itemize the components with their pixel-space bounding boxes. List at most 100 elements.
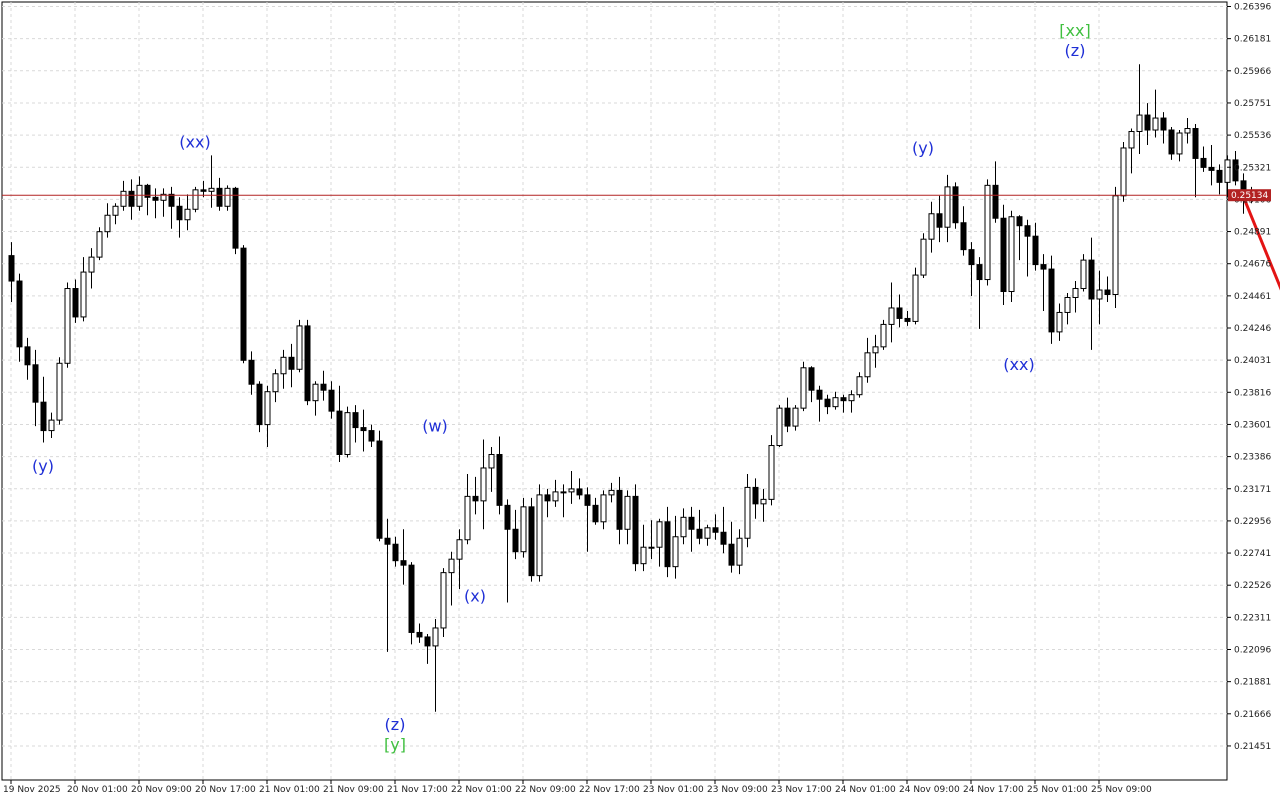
candle bbox=[440, 568, 447, 637]
candle-body-bear bbox=[8, 255, 15, 282]
candle bbox=[24, 337, 31, 380]
candle bbox=[904, 310, 911, 326]
candle-body-bull bbox=[440, 572, 447, 629]
candle bbox=[328, 381, 335, 419]
x-tick-label: 22 Nov 09:00 bbox=[515, 785, 576, 795]
candle bbox=[1128, 128, 1135, 174]
candle-body-bear bbox=[176, 205, 183, 221]
candle-body-bear bbox=[40, 401, 47, 432]
candle-body-bull bbox=[1224, 159, 1231, 183]
candle bbox=[208, 155, 215, 208]
candle bbox=[232, 186, 239, 255]
candle bbox=[608, 482, 615, 503]
candle-body-bear bbox=[240, 247, 247, 361]
wave-label: (y) bbox=[32, 457, 54, 476]
candle-body-bull bbox=[800, 367, 807, 409]
wave-label: (xx) bbox=[1003, 355, 1034, 374]
x-tick-label: 21 Nov 01:00 bbox=[259, 785, 320, 795]
candle bbox=[200, 180, 207, 198]
x-tick-label: 24 Nov 01:00 bbox=[835, 785, 896, 795]
candle bbox=[1048, 255, 1055, 344]
candle bbox=[248, 351, 255, 395]
candle bbox=[352, 405, 359, 443]
candle bbox=[520, 497, 527, 558]
candle-body-bear bbox=[696, 528, 703, 539]
candle bbox=[560, 484, 567, 518]
candle-body-bear bbox=[976, 264, 983, 281]
candle-body-bull bbox=[1184, 128, 1191, 134]
candle bbox=[1040, 254, 1047, 311]
candle-body-bear bbox=[1088, 259, 1095, 300]
candle-body-bear bbox=[1040, 264, 1047, 270]
y-tick-label: 0.24246 bbox=[1234, 324, 1271, 334]
candle bbox=[496, 436, 503, 515]
candle bbox=[1072, 281, 1079, 313]
candle bbox=[584, 487, 591, 552]
candle bbox=[448, 551, 455, 606]
candle bbox=[504, 499, 511, 603]
x-tick-label: 23 Nov 17:00 bbox=[771, 785, 832, 795]
candle bbox=[1080, 254, 1087, 292]
candle-body-bear bbox=[584, 494, 591, 506]
candle-body-bear bbox=[544, 494, 551, 502]
candle bbox=[768, 435, 775, 506]
x-tick-label: 22 Nov 17:00 bbox=[579, 785, 640, 795]
candle bbox=[712, 514, 719, 540]
candle bbox=[184, 194, 191, 231]
candle bbox=[912, 267, 919, 325]
candle-body-bull bbox=[48, 419, 55, 432]
candle-body-bull bbox=[1152, 117, 1159, 131]
candle-body-bull bbox=[864, 352, 871, 378]
candle bbox=[1112, 186, 1119, 308]
candle bbox=[64, 282, 71, 368]
candle bbox=[744, 473, 751, 548]
candle bbox=[1056, 303, 1063, 341]
candle-body-bear bbox=[144, 184, 151, 198]
candle-body-bull bbox=[552, 491, 559, 502]
y-tick-label: 0.24676 bbox=[1234, 260, 1271, 270]
x-tick-label: 20 Nov 09:00 bbox=[131, 785, 192, 795]
candle bbox=[288, 343, 295, 388]
candle bbox=[1024, 219, 1031, 277]
y-tick-label: 0.24461 bbox=[1234, 292, 1271, 302]
candle-body-bear bbox=[384, 537, 391, 545]
candle bbox=[1168, 127, 1175, 160]
candle-body-bull bbox=[1120, 147, 1127, 197]
candle bbox=[920, 233, 927, 279]
candle bbox=[816, 385, 823, 422]
candle bbox=[424, 633, 431, 664]
candle bbox=[336, 385, 343, 462]
candle-body-bear bbox=[1208, 166, 1215, 171]
candle-body-bull bbox=[832, 397, 839, 408]
candle-body-bull bbox=[536, 494, 543, 577]
candle-body-bull bbox=[280, 356, 287, 375]
x-tick-label: 20 Nov 17:00 bbox=[195, 785, 256, 795]
candle-body-bear bbox=[496, 454, 503, 506]
candle bbox=[936, 195, 943, 243]
current-price-tag bbox=[1228, 189, 1271, 202]
candle-body-bull bbox=[560, 491, 567, 494]
candle bbox=[544, 488, 551, 518]
wave-label: (z) bbox=[385, 715, 406, 734]
candle-body-bear bbox=[336, 410, 343, 456]
candle bbox=[296, 319, 303, 373]
candle-body-bear bbox=[1144, 114, 1151, 131]
candle-body-bear bbox=[1200, 157, 1207, 168]
candle-body-bear bbox=[1048, 268, 1055, 333]
grid bbox=[1, 1, 1228, 781]
candle bbox=[1184, 118, 1191, 144]
x-tick-label: 21 Nov 09:00 bbox=[323, 785, 384, 795]
candle-body-bull bbox=[600, 494, 607, 523]
candle-body-bear bbox=[1016, 216, 1023, 227]
candle-body-bull bbox=[136, 184, 143, 207]
candle-body-bull bbox=[1064, 296, 1071, 313]
candle-body-bull bbox=[264, 391, 271, 426]
candle bbox=[688, 506, 695, 552]
y-tick-label: 0.23386 bbox=[1234, 453, 1271, 463]
candle-body-bear bbox=[632, 495, 639, 565]
candle bbox=[344, 406, 351, 458]
candle bbox=[616, 476, 623, 545]
candle-body-bull bbox=[608, 489, 615, 496]
